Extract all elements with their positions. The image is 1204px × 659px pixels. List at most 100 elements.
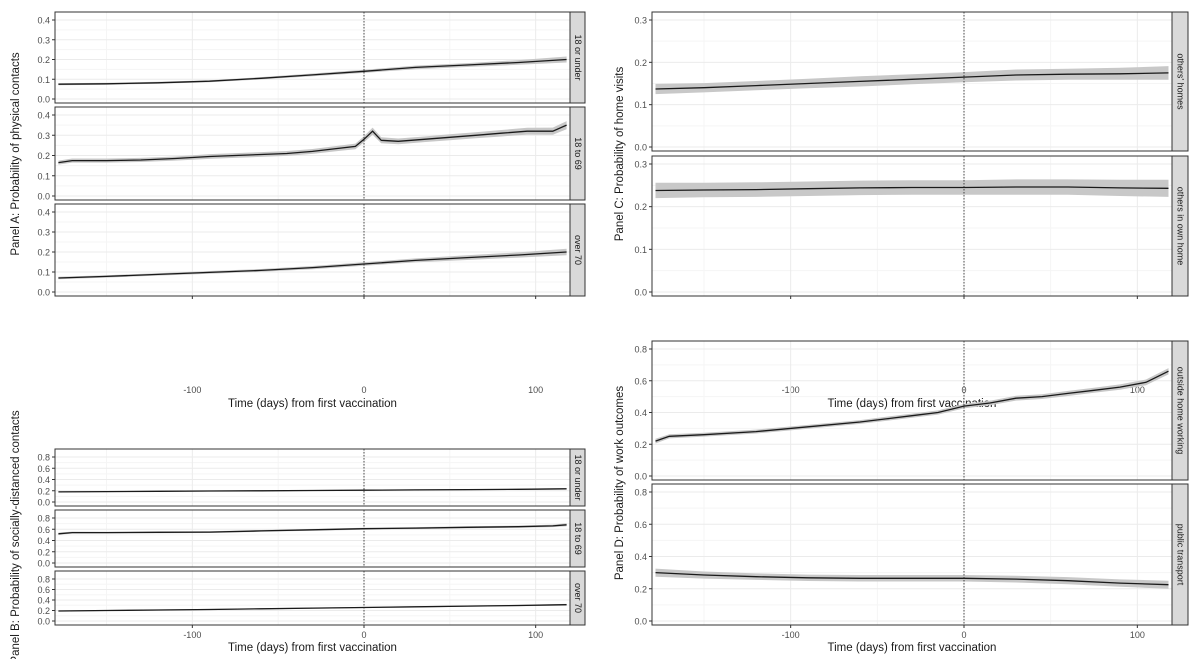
y-tick-label: 0.8: [37, 575, 50, 585]
series-line: [655, 186, 1169, 192]
facet: 0.0 0.1 0.2 0.3 0.4 18 to 69: [37, 106, 586, 202]
y-tick-label: 0.6: [37, 525, 50, 535]
confidence-ribbon: [655, 66, 1169, 95]
y-axis-label: Panel A: Probability of physical contact…: [10, 52, 22, 256]
confidence-ribbon: [58, 248, 567, 280]
facet: 0.0 0.20.40.60.8 18 to 69: [37, 509, 586, 569]
y-tick-label: 0.6: [634, 520, 647, 530]
facet-strip: [569, 509, 586, 568]
facet: 0.0 0.2 0.4 0.6 0.8 public transport: [634, 483, 1189, 627]
series-line: [655, 72, 1169, 90]
confidence-ribbon: [655, 179, 1169, 199]
x-tick-label: -100: [782, 630, 800, 640]
x-tick-label: -100: [183, 385, 201, 395]
x-axis-label: Time (days) from first vaccination: [228, 398, 397, 410]
series-line: [655, 571, 1169, 586]
y-tick-label: 0.2: [37, 606, 50, 616]
y-axis-label: Panel D: Probability of work outcomes: [614, 386, 626, 581]
y-tick-label: 0.8: [634, 488, 647, 498]
facet-strip: [1171, 340, 1189, 481]
y-axis-label: Panel B: Probability of socially-distanc…: [10, 410, 22, 659]
y-tick-label: 0.3: [634, 16, 647, 26]
x-tick-label: -100: [183, 630, 201, 640]
y-tick-label: 0.4: [37, 16, 50, 26]
facet-strip: [1171, 155, 1189, 297]
y-tick-label: 0.4: [37, 111, 50, 121]
y-tick-label: 0.4: [37, 475, 50, 485]
y-tick-label: 0.6: [634, 376, 647, 386]
y-tick-label: 0.0: [634, 143, 647, 153]
facet-strip: [569, 11, 586, 104]
x-axis-label: Time (days) from first vaccination: [228, 642, 397, 654]
y-tick-label: 0.3: [634, 160, 647, 170]
facet: 0.0 0.20.40.60.8 18 or under: [37, 448, 586, 508]
y-axis-label: Panel C: Probability of home visits: [614, 67, 626, 242]
y-tick-label: 0.6: [37, 585, 50, 595]
panel-a: 0.00.10.20.30.418 or under0.00.10.20.30.…: [10, 11, 586, 410]
y-tick-label: 0.2: [634, 202, 647, 212]
facet-strip: [569, 106, 586, 201]
y-tick-label: 0.1: [634, 100, 647, 110]
y-tick-label: 0.1: [37, 75, 50, 85]
facet-strip-label: 18 to 69: [573, 522, 583, 555]
y-tick-label: 0.4: [37, 596, 50, 606]
facet: 0.00.20.40.60.8 over 70: [37, 570, 586, 627]
y-tick-label: 0.1: [634, 245, 647, 255]
facet-strip-label: others' homes: [1176, 53, 1186, 110]
series-line: [58, 604, 567, 612]
y-tick-label: 0.2: [37, 547, 50, 557]
x-tick-label: 0: [361, 385, 366, 395]
series-line: [58, 488, 567, 493]
facet-strip: [1171, 11, 1189, 152]
facet-frame: [54, 448, 571, 507]
x-tick-label: 100: [528, 385, 543, 395]
y-tick-label: 0.2: [634, 584, 647, 594]
y-tick-label: 0.2: [37, 55, 50, 65]
facet-strip-label: others in own home: [1176, 187, 1186, 266]
y-tick-label: 0.2: [37, 151, 50, 161]
y-tick-label: 0.4: [37, 208, 50, 218]
confidence-ribbon: [58, 121, 567, 165]
y-tick-label: 0.0: [634, 288, 647, 298]
y-tick-label: 0.0: [37, 498, 50, 508]
facet-frame: [651, 340, 1173, 481]
y-tick-label: 0.0: [37, 559, 50, 569]
facet-frame: [651, 483, 1173, 626]
x-tick-label: 0: [961, 630, 966, 640]
facet-strip-label: 18 or under: [573, 454, 583, 500]
y-tick-label: 0.4: [634, 408, 647, 418]
facet-strip-label: 18 to 69: [573, 137, 583, 170]
y-tick-label: 0.0: [37, 95, 50, 105]
y-tick-label: 0.2: [634, 440, 647, 450]
y-tick-label: 0.0: [634, 472, 647, 482]
x-axis-label: Time (days) from first vaccination: [828, 642, 997, 654]
x-tick-label: 100: [1130, 630, 1145, 640]
facet-strip: [569, 203, 586, 297]
facet: 0.0 0.1 0.2 0.3 others' homes: [634, 11, 1189, 153]
y-tick-label: 0.0: [37, 192, 50, 202]
facet-strip-label: over 70: [573, 583, 583, 613]
y-tick-label: 0.2: [37, 486, 50, 496]
facet: 0.0 0.1 0.2 0.3 others in own home: [634, 155, 1189, 298]
x-tick-label: 100: [528, 630, 543, 640]
facet-strip-label: public transport: [1176, 524, 1186, 586]
facet-strip-label: 18 or under: [573, 34, 583, 80]
facet: 0.0 0.1 0.2 0.3 0.4 over 70: [37, 203, 586, 298]
y-tick-label: 0.4: [634, 552, 647, 562]
series-line: [655, 370, 1169, 442]
facet-strip: [569, 448, 586, 507]
y-tick-label: 0.3: [37, 228, 50, 238]
confidence-ribbon: [655, 368, 1169, 444]
y-tick-label: 0.8: [634, 345, 647, 355]
panel-b: 0.00.20.40.60.8 18 or under0.00.20.40.60.…: [10, 410, 586, 659]
series-line: [58, 58, 567, 85]
y-tick-label: 0.1: [37, 268, 50, 278]
series-line: [58, 524, 567, 535]
facet-strip: [569, 570, 586, 626]
facet: 0.0 0.2 0.4 0.6 0.8 outside home working: [634, 340, 1189, 482]
y-tick-label: 0.2: [37, 248, 50, 258]
y-tick-label: 0.1: [37, 171, 50, 181]
facet-frame: [54, 509, 571, 568]
